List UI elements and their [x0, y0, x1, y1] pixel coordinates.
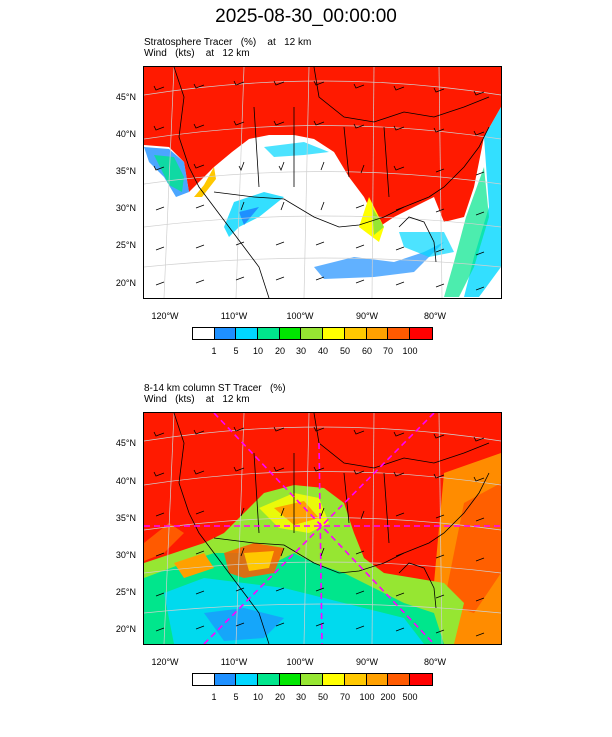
lat-label: 20°N: [115, 624, 136, 634]
lon-label: 110°W: [220, 311, 248, 321]
lon-label: 90°W: [355, 657, 379, 667]
panel-top-wind-level: at 12 km: [205, 48, 250, 59]
map-bottom-canvas: [144, 413, 501, 644]
lat-label: 40°N: [115, 129, 136, 139]
colorbar-label: 30: [295, 692, 306, 702]
panel-top-subtitle-2: Wind (kts) at 12 km: [144, 48, 250, 59]
panel-top-subtitle-1: Stratosphere Tracer (%) at 12 km: [144, 37, 311, 48]
colorbar-label: 5: [233, 692, 239, 702]
colorbar-swatch: [193, 674, 215, 685]
colorbar-swatch: [366, 674, 389, 685]
colorbar-label: 70: [339, 692, 350, 702]
lon-label: 90°W: [355, 311, 379, 321]
colorbar-label: 50: [339, 346, 350, 356]
lat-label: 30°N: [115, 203, 136, 213]
page-title: 2025-08-30_00:00:00: [215, 6, 397, 27]
colorbar-label: 30: [295, 346, 306, 356]
colorbar-label: 10: [252, 692, 263, 702]
colorbar-label: 60: [361, 346, 372, 356]
colorbar-label: 1: [211, 692, 217, 702]
colorbar-swatch: [214, 328, 237, 339]
lat-label: 45°N: [115, 438, 136, 448]
colorbar-swatch: [366, 328, 389, 339]
colorbar-swatch: [258, 328, 280, 339]
colorbar-swatch: [323, 328, 345, 339]
lat-label: 25°N: [115, 587, 136, 597]
lat-label: 40°N: [115, 476, 136, 486]
colorbar-swatch: [279, 328, 302, 339]
map-top: [143, 66, 502, 299]
lon-label: 80°W: [423, 311, 447, 321]
lon-label: 100°W: [286, 311, 314, 321]
colorbar-swatch: [323, 674, 345, 685]
colorbar-swatch: [388, 328, 410, 339]
panel-top-level-label: at 12 km: [267, 37, 312, 48]
panel-bottom-subtitle-2: Wind (kts) at 12 km: [144, 394, 250, 405]
lon-label: 110°W: [220, 657, 248, 667]
colorbar-swatch: [236, 328, 259, 339]
colorbar-label: 40: [317, 346, 328, 356]
colorbar-label: 500: [402, 692, 418, 702]
colorbar-label: 200: [380, 692, 396, 702]
colorbar-swatch: [409, 674, 432, 685]
panel-bottom-wind-level: at 12 km: [205, 394, 250, 405]
panel-bottom-field-label: 8-14 km column ST Tracer (%): [144, 383, 286, 394]
colorbar-label: 70: [382, 346, 393, 356]
lon-label: 120°W: [151, 311, 179, 321]
colorbar-label: 100: [402, 346, 418, 356]
panel-bottom-wind-label: Wind (kts): [144, 394, 195, 405]
colorbar-label: 100: [359, 692, 375, 702]
panel-top-wind-label: Wind (kts): [144, 48, 195, 59]
lat-label: 25°N: [115, 240, 136, 250]
colorbar-swatch: [236, 674, 259, 685]
lat-label: 35°N: [115, 166, 136, 176]
colorbar-swatch: [388, 674, 410, 685]
colorbar-label: 10: [252, 346, 263, 356]
lon-label: 80°W: [423, 657, 447, 667]
lat-label: 45°N: [115, 92, 136, 102]
colorbar-swatch: [409, 328, 432, 339]
lat-label: 35°N: [115, 513, 136, 523]
colorbar-swatch: [301, 674, 324, 685]
colorbar-label: 50: [317, 692, 328, 702]
lat-label: 30°N: [115, 550, 136, 560]
colorbar-label: 1: [211, 346, 217, 356]
colorbar-swatch: [279, 674, 302, 685]
lat-label: 20°N: [115, 278, 136, 288]
panel-top-field-label: Stratosphere Tracer (%): [144, 37, 257, 48]
colorbar-swatch: [344, 674, 367, 685]
map-top-canvas: [144, 67, 501, 298]
colorbar-label: 20: [274, 346, 285, 356]
colorbar-label: 5: [233, 346, 239, 356]
colorbar-swatch: [214, 674, 237, 685]
colorbar-label: 20: [274, 692, 285, 702]
colorbar-top: [192, 327, 433, 340]
lon-label: 100°W: [286, 657, 314, 667]
colorbar-swatch: [258, 674, 280, 685]
map-bottom: [143, 412, 502, 645]
colorbar-swatch: [193, 328, 215, 339]
colorbar-swatch: [344, 328, 367, 339]
lon-label: 120°W: [151, 657, 179, 667]
panel-bottom-subtitle-1: 8-14 km column ST Tracer (%): [144, 383, 286, 394]
colorbar-bottom: [192, 673, 433, 686]
colorbar-swatch: [301, 328, 324, 339]
